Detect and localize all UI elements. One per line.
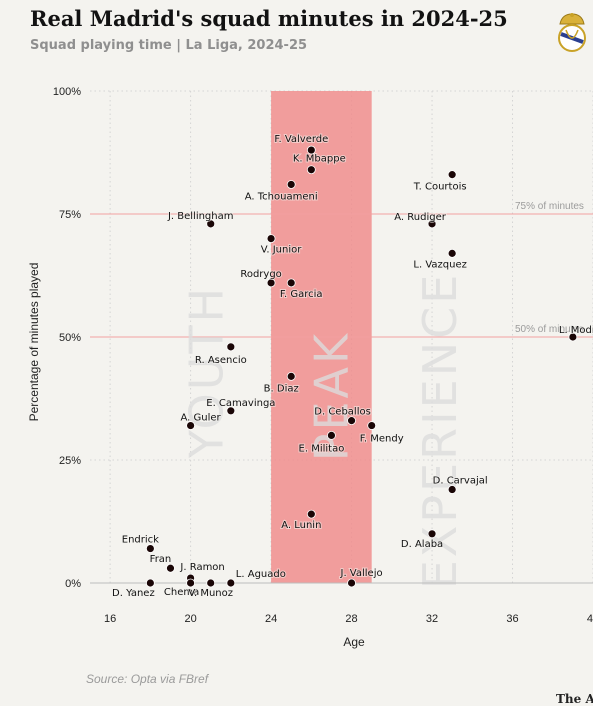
data-point	[226, 406, 236, 416]
point-label: K. Mbappe	[293, 154, 346, 165]
data-point	[306, 145, 316, 155]
zone-label: YOUTH	[180, 285, 234, 459]
data-point	[286, 180, 296, 189]
y-axis-title: Percentage of minutes played	[27, 263, 41, 422]
y-tick-label: 75%	[59, 209, 81, 221]
data-point	[306, 509, 316, 519]
club-crest-icon	[558, 13, 586, 52]
point-label: L. Aguado	[236, 569, 286, 580]
point-label: A. Tchouameni	[245, 191, 318, 202]
point-label: E. Camavinga	[206, 398, 275, 409]
data-point	[447, 170, 457, 180]
point-label: Endrick	[122, 535, 159, 546]
x-tick-label: 16	[104, 613, 116, 625]
source-note: Source: Opta via FBref	[86, 672, 209, 686]
point-label: F. Mendy	[360, 434, 404, 445]
data-point	[427, 219, 437, 229]
point-label: A. Rudiger	[394, 212, 446, 223]
point-label: Chema	[164, 587, 199, 598]
point-label: J. Vallejo	[340, 568, 383, 579]
point-label: D. Carvajal	[433, 476, 488, 487]
data-point	[286, 371, 296, 381]
data-point	[266, 234, 276, 244]
point-label: V. Munoz	[188, 588, 233, 599]
x-axis-title: Age	[343, 635, 365, 649]
x-tick-label: 32	[426, 613, 438, 625]
point-label: T. Courtois	[413, 182, 467, 193]
publisher-credit: The Ath	[556, 692, 593, 706]
point-label: F. Valverde	[274, 134, 328, 145]
point-label: D. Ceballos	[314, 407, 371, 418]
point-label: L. Modric	[559, 325, 593, 336]
x-tick-label: 28	[345, 613, 357, 625]
data-point	[367, 421, 377, 430]
data-point	[327, 430, 336, 440]
point-label: A. Guler	[181, 413, 222, 424]
point-label: E. Militao	[299, 443, 345, 454]
point-label: D. Yanez	[112, 588, 155, 599]
point-label: Rodrygo	[240, 269, 281, 280]
x-tick-label: 20	[184, 613, 196, 625]
data-point	[186, 421, 196, 430]
y-tick-label: 25%	[59, 455, 81, 467]
data-point	[266, 278, 276, 288]
data-point	[427, 529, 437, 539]
data-point	[206, 219, 216, 229]
data-point	[347, 416, 356, 426]
point-label: D. Alaba	[401, 539, 443, 550]
point-label: B. Diaz	[264, 383, 299, 394]
point-label: V. Junior	[261, 245, 302, 256]
x-tick-label: 40	[587, 613, 593, 625]
zone-label: EXPERIENCE	[413, 272, 467, 590]
data-point	[166, 563, 175, 573]
data-point	[226, 578, 236, 588]
data-point	[145, 544, 155, 553]
data-point	[447, 248, 457, 258]
y-tick-label: 50%	[59, 332, 81, 344]
reference-line-label: 50% of minutes	[515, 324, 584, 335]
chart-title: Real Madrid's squad minutes in 2024-25	[30, 6, 508, 31]
y-tick-label: 100%	[53, 86, 81, 98]
point-label: R. Asencio	[195, 355, 247, 366]
zone-label: PEAK	[304, 331, 358, 461]
point-label: J. Bellingham	[167, 211, 234, 222]
x-tick-label: 24	[265, 613, 277, 625]
data-point	[568, 332, 578, 342]
point-label: L. Vazquez	[413, 259, 466, 270]
point-label: Fran	[150, 554, 172, 565]
data-point	[347, 578, 356, 588]
point-label: J. Ramon	[179, 562, 224, 573]
data-point	[145, 578, 155, 588]
x-tick-label: 36	[506, 613, 518, 625]
data-point	[226, 342, 236, 352]
data-point	[206, 578, 216, 588]
data-point	[306, 165, 316, 175]
y-tick-label: 0%	[65, 578, 81, 590]
chart-subtitle: Squad playing time | La Liga, 2024-25	[30, 38, 308, 53]
data-point	[447, 485, 457, 494]
point-label: A. Lunin	[281, 520, 321, 531]
data-point	[286, 278, 296, 288]
point-label: F. Garcia	[280, 289, 323, 300]
reference-line-label: 75% of minutes	[515, 201, 584, 212]
data-point	[186, 578, 196, 588]
